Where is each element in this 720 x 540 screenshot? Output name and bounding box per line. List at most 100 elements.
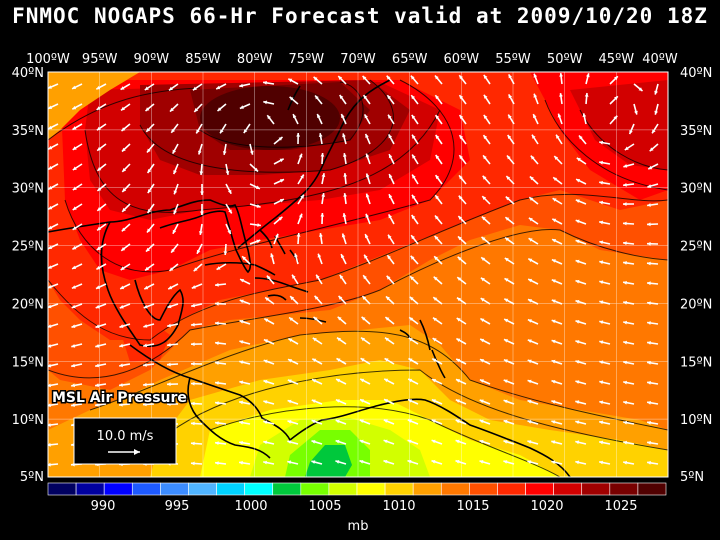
wind-arrow-head <box>147 209 152 213</box>
wind-arrow-head <box>505 217 510 221</box>
wind-arrow-head <box>254 167 258 172</box>
wind-arrow-head <box>528 278 533 283</box>
wind-arrow-head <box>72 166 77 170</box>
wind-arrow-head <box>383 439 388 444</box>
wind-arrow-head <box>408 338 413 342</box>
colorbar-swatch <box>497 482 526 496</box>
wind-arrow-head <box>171 248 175 253</box>
wind-arrow-head <box>122 207 126 212</box>
colorbar-swatch <box>188 482 217 496</box>
wind-arrow-head <box>505 196 510 201</box>
wind-arrow-head <box>71 304 76 309</box>
wind-arrow-head <box>432 358 437 363</box>
wind-arrow-head <box>121 127 126 131</box>
wind-arrow-head <box>312 358 317 363</box>
wind-arrow-head <box>96 246 101 250</box>
wind-arrow-head <box>407 419 412 423</box>
wind-arrow-head <box>483 114 488 119</box>
wind-arrow-head <box>191 322 195 327</box>
wind-arrow-head <box>559 93 563 97</box>
wind-arrow-head <box>168 285 173 290</box>
wind-arrow-head <box>533 73 538 78</box>
wind-arrow-head <box>119 383 123 387</box>
wind-arrow-head <box>614 96 618 101</box>
lat-tick: 30ºN <box>680 182 712 197</box>
wind-arrow-head <box>240 279 245 283</box>
wind-arrow-head <box>363 95 368 99</box>
wind-arrow-head <box>71 324 76 328</box>
wind-arrow-head <box>623 420 627 425</box>
wind-arrow-head <box>551 400 556 404</box>
wind-arrow-head <box>365 133 369 138</box>
wind-arrow-head <box>359 439 364 444</box>
wind-arrow-head <box>435 175 440 180</box>
wind-arrow-head <box>647 241 651 246</box>
wind-arrow-head <box>95 403 99 407</box>
wind-arrow-head <box>575 279 580 284</box>
wind-arrow-head <box>647 440 651 445</box>
wind-arrow-head <box>225 171 230 175</box>
wind-arrow-head <box>623 380 627 385</box>
wind-arrow-head <box>48 225 53 230</box>
wind-arrow-head <box>459 115 464 119</box>
wind-arrow-head <box>191 421 195 426</box>
wind-arrow-head <box>528 258 533 263</box>
wind-arrow-head <box>263 440 268 445</box>
wind-arrow-head <box>613 115 618 120</box>
lat-tick: 20ºN <box>12 297 44 312</box>
colorbar-swatch <box>244 482 274 496</box>
wind-arrow-head <box>388 214 392 219</box>
lat-tick: 40ºN <box>12 66 44 81</box>
wind-arrow-head <box>623 340 627 345</box>
wind-arrow-head <box>385 337 389 342</box>
wind-arrow-head <box>364 114 368 119</box>
wind-arrow-head <box>95 324 100 329</box>
wind-arrow-head <box>143 363 147 367</box>
wind-arrow-head <box>143 382 147 387</box>
wind-arrow-head <box>239 340 244 344</box>
wind-arrow-head <box>192 86 197 91</box>
wind-arrow-head <box>457 256 462 261</box>
wind-arrow-head <box>167 323 171 328</box>
layer-label: MSL Air Pressure <box>52 390 187 406</box>
wind-arrow-head <box>264 318 269 323</box>
wind-arrow-head <box>504 278 509 282</box>
wind-arrow-head <box>411 215 416 219</box>
wind-arrow-head <box>508 94 513 99</box>
wind-arrow-head <box>575 360 580 364</box>
wind-arrow-head <box>288 359 292 363</box>
wind-arrow-head <box>337 316 342 321</box>
colorbar-label: 1025 <box>604 499 637 514</box>
colorbar-swatch <box>356 482 386 496</box>
wind-arrow-head <box>410 255 415 260</box>
wind-arrow-head <box>167 362 171 367</box>
wind-arrow-head <box>557 113 562 118</box>
wind-arrow-head <box>458 236 462 241</box>
colorbar-swatch <box>553 482 583 496</box>
wind-arrow-head <box>146 247 150 252</box>
wind-arrow-head <box>599 440 604 445</box>
wind-arrow-head <box>551 359 556 364</box>
wind-arrow-head <box>147 169 152 173</box>
wind-arrow-head <box>315 95 319 100</box>
colorbar-swatch <box>440 482 470 496</box>
wind-arrow-head <box>552 218 557 223</box>
wind-arrow-head <box>431 439 436 444</box>
wind-arrow-head <box>411 95 415 100</box>
wind-arrow-head <box>599 360 604 365</box>
wind-arrow-head <box>239 420 243 425</box>
wind-arrow-head <box>263 359 268 364</box>
wind-arrow-head <box>199 171 204 175</box>
wind-arrow-head <box>314 295 319 300</box>
wind-arrow-head <box>71 403 75 407</box>
wind-arrow-head <box>122 168 127 172</box>
wind-arrow-head <box>143 304 148 309</box>
colorbar-label: 1000 <box>234 499 267 514</box>
wind-arrow-head <box>97 167 102 171</box>
wind-arrow-head <box>97 147 102 151</box>
wind-arrow-head <box>527 379 532 384</box>
colorbar-labels: 990 995 1000 1005 1010 1015 1020 1025 <box>91 499 638 514</box>
wind-arrow-head <box>319 233 323 237</box>
wind-arrow-head <box>384 378 389 383</box>
